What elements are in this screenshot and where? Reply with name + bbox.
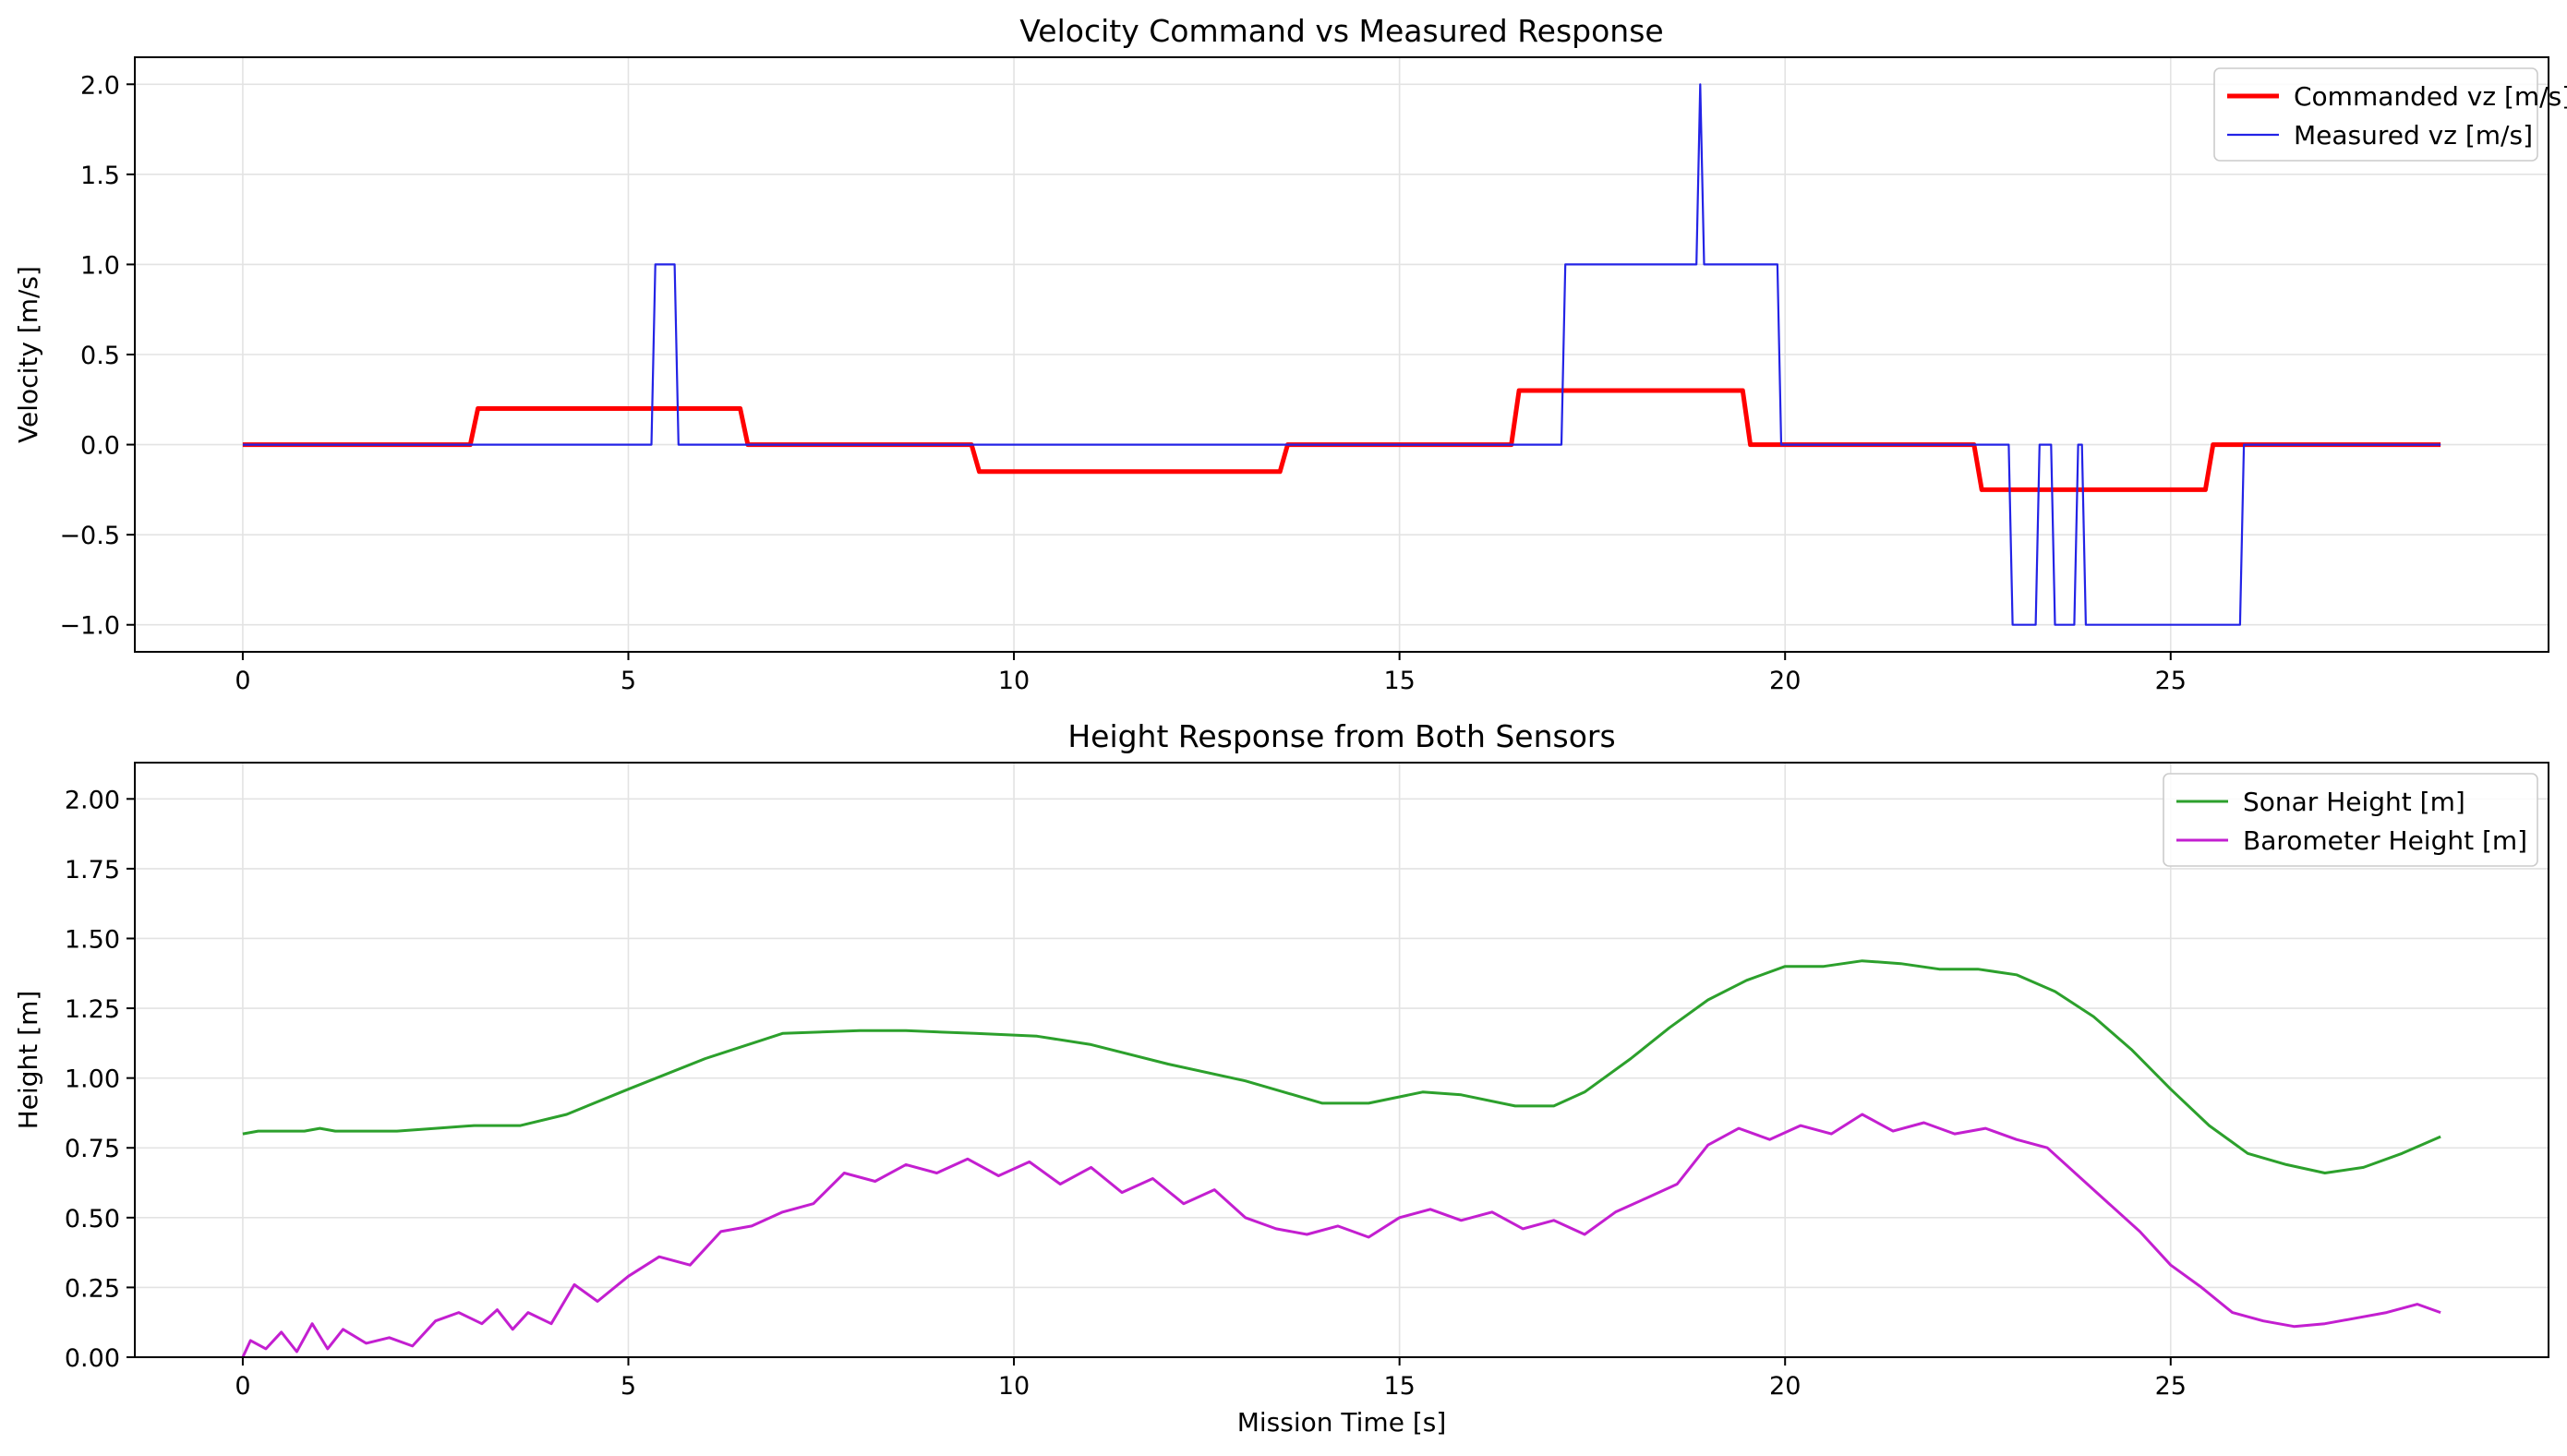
- legend-label-0: Commanded vz [m/s]: [2294, 81, 2567, 112]
- series-line-0: [242, 388, 2441, 492]
- x-tick-label: 10: [998, 1372, 1030, 1401]
- series-line-1: [241, 1113, 2441, 1357]
- chart-title: Height Response from Both Sensors: [1067, 718, 1615, 754]
- x-tick-label: 20: [1769, 667, 1801, 695]
- legend-label-1: Measured vz [m/s]: [2294, 120, 2533, 150]
- x-tick-label: 10: [998, 667, 1030, 695]
- x-tick-label: 15: [1383, 1372, 1415, 1401]
- x-tick-label: 0: [235, 667, 250, 695]
- velocity-subplot: 0 5 10 15 20 25 −1.0 −0.5 0.0 0.5 1.0 1.5 2.0 Velocit…: [13, 13, 2567, 695]
- legend-box: [2163, 773, 2538, 867]
- y-axis-label: Velocity [m/s]: [13, 266, 43, 443]
- y-tick-label: 0.25: [65, 1274, 120, 1303]
- y-tick-label: 1.75: [65, 856, 120, 884]
- y-tick-label: 0.0: [80, 432, 120, 461]
- legend-label-0: Sonar Height [m]: [2243, 787, 2465, 817]
- plot-frame: [134, 762, 2549, 1358]
- y-tick-label: 2.00: [65, 786, 120, 814]
- legend: Commanded vz [m/s] Measured vz [m/s]: [2213, 67, 2567, 162]
- y-tick-label: 0.5: [80, 342, 120, 370]
- y-tick-label: −0.5: [59, 522, 120, 550]
- y-tick-label: 2.0: [80, 71, 120, 100]
- y-tick-label: 1.50: [65, 925, 120, 954]
- legend: Sonar Height [m] Barometer Height [m]: [2163, 773, 2538, 867]
- legend-label-1: Barometer Height [m]: [2243, 825, 2527, 856]
- y-tick-label: 0.00: [65, 1344, 120, 1373]
- x-tick-label: 15: [1383, 667, 1415, 695]
- y-tick-label: 1.00: [65, 1065, 120, 1094]
- legend-box: [2213, 67, 2538, 162]
- y-tick-label: −1.0: [59, 612, 120, 641]
- y-tick-label: 1.5: [80, 162, 120, 190]
- y-tick-label: 0.75: [65, 1135, 120, 1163]
- x-tick-label: 0: [235, 1372, 250, 1401]
- x-tick-label: 25: [2155, 1372, 2187, 1401]
- series-line-1: [242, 83, 2441, 626]
- chart-title: Velocity Command vs Measured Response: [1019, 13, 1663, 49]
- x-axis-label: Mission Time [s]: [1237, 1407, 1447, 1438]
- height-subplot: 0 5 10 15 20 25 0.00 0.25 0.50 0.75 1.00 1.25 1.50 1.…: [13, 718, 2549, 1438]
- y-tick-label: 1.25: [65, 995, 120, 1024]
- x-tick-label: 5: [621, 1372, 636, 1401]
- y-tick-label: 1.0: [80, 251, 120, 280]
- y-tick-label: 0.50: [65, 1205, 120, 1233]
- x-tick-label: 20: [1769, 1372, 1801, 1401]
- x-tick-label: 5: [621, 667, 636, 695]
- y-axis-label: Height [m]: [13, 991, 43, 1130]
- x-tick-label: 25: [2155, 667, 2187, 695]
- series-line-0: [242, 959, 2441, 1174]
